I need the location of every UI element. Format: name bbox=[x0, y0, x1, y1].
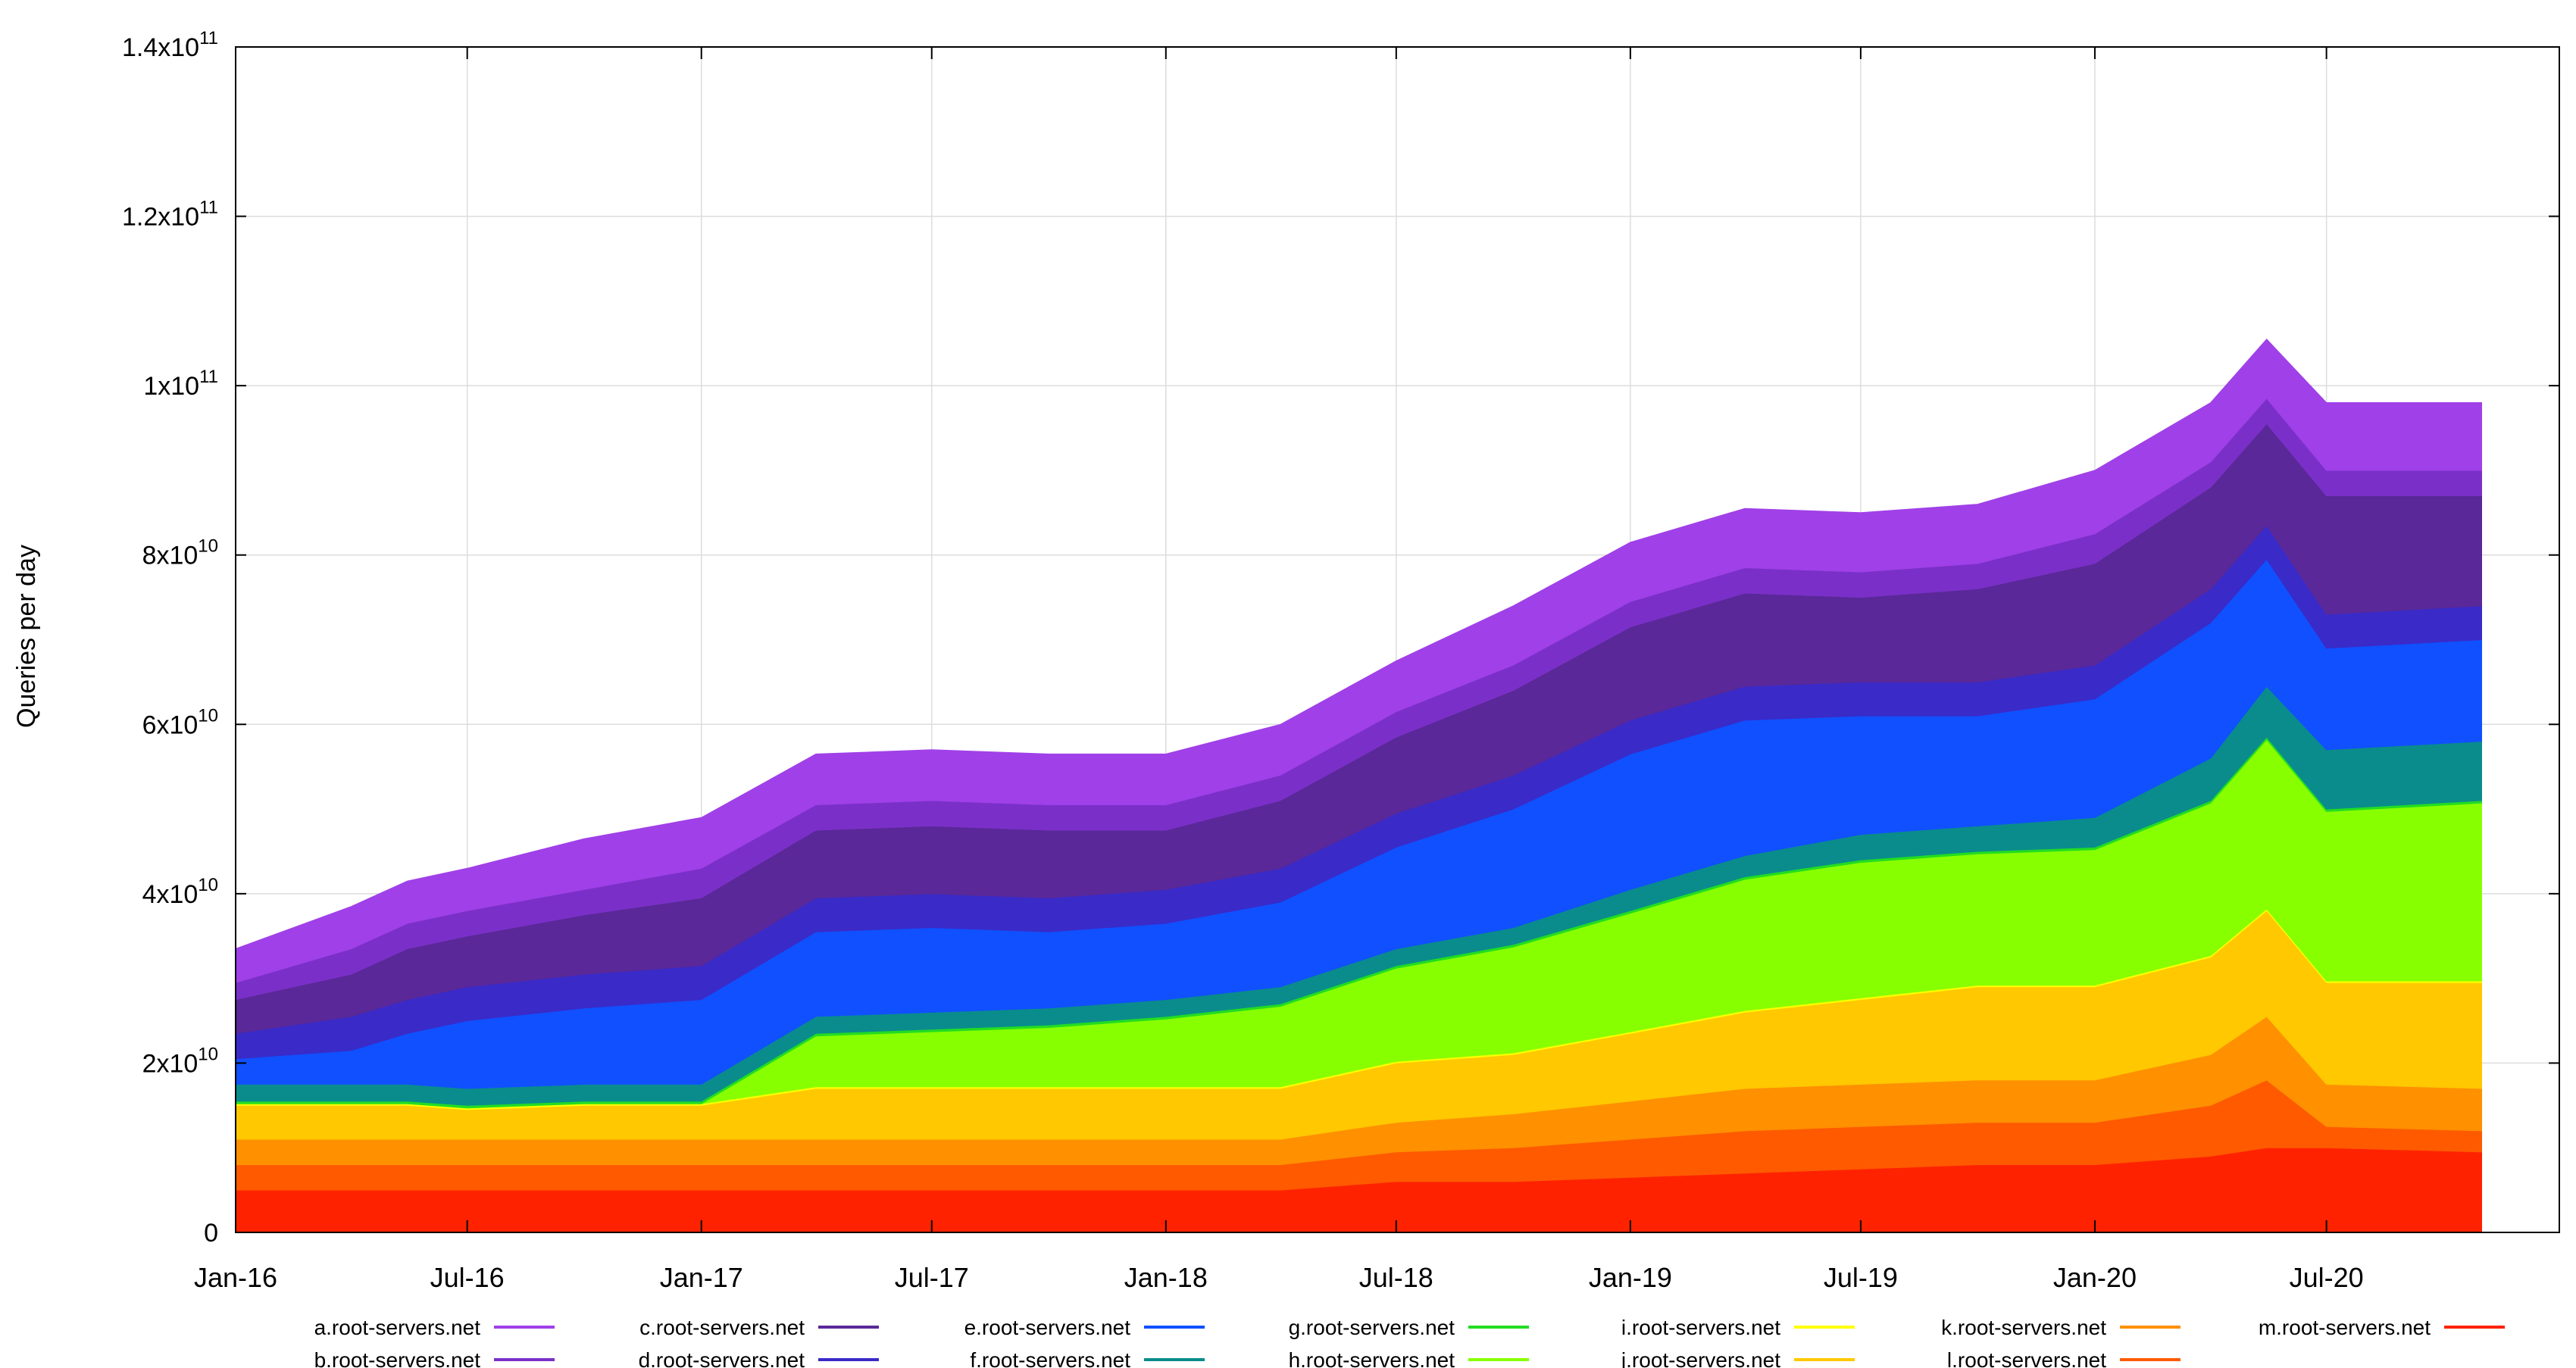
legend-label: b.root-servers.net bbox=[314, 1348, 481, 1368]
y-tick-label: 0 bbox=[204, 1219, 218, 1248]
y-tick-label: 8x1010 bbox=[142, 536, 218, 570]
y-tick-label: 4x1010 bbox=[142, 875, 218, 909]
legend-label: f.root-servers.net bbox=[970, 1348, 1130, 1368]
legend-label: c.root-servers.net bbox=[639, 1316, 805, 1339]
x-tick-label: Jul-17 bbox=[895, 1262, 969, 1293]
legend-label: g.root-servers.net bbox=[1289, 1316, 1455, 1339]
y-tick-label: 2x1010 bbox=[142, 1044, 218, 1078]
x-tick-label: Jan-19 bbox=[1589, 1262, 1672, 1293]
y-tick-label: 1.2x1011 bbox=[122, 198, 218, 232]
y-tick-label: 1.4x1011 bbox=[122, 28, 218, 62]
legend-label: l.root-servers.net bbox=[1947, 1348, 2106, 1368]
y-tick-label: 6x1010 bbox=[142, 705, 218, 739]
series-areas bbox=[235, 338, 2482, 1233]
y-axis-label: Queries per day bbox=[12, 545, 41, 728]
x-tick-label: Jul-20 bbox=[2290, 1262, 2364, 1293]
legend-label: e.root-servers.net bbox=[964, 1316, 1131, 1339]
legend-label: a.root-servers.net bbox=[314, 1316, 481, 1339]
axis-ticks bbox=[235, 46, 2559, 1233]
legend: a.root-servers.net b.root-servers.net c.ro… bbox=[314, 1316, 2505, 1368]
legend-label: m.root-servers.net bbox=[2259, 1316, 2431, 1339]
x-tick-label: Jan-20 bbox=[2053, 1262, 2137, 1293]
y-tick-label: 1x1011 bbox=[143, 367, 218, 401]
area-a-root bbox=[235, 338, 2482, 983]
y-axis-tick-labels: 0 2x1010 4x1010 6x1010 8x1010 1x1011 1.2x1011 1… bbox=[122, 28, 218, 1248]
legend-label: d.root-servers.net bbox=[639, 1348, 805, 1368]
x-tick-label: Jan-18 bbox=[1124, 1262, 1208, 1293]
x-tick-label: Jan-17 bbox=[660, 1262, 743, 1293]
x-tick-label: Jul-18 bbox=[1359, 1262, 1433, 1293]
x-tick-label: Jul-19 bbox=[1824, 1262, 1898, 1293]
x-tick-label: Jan-16 bbox=[194, 1262, 277, 1293]
legend-label: j.root-servers.net bbox=[1621, 1348, 1780, 1368]
legend-label: i.root-servers.net bbox=[1621, 1316, 1780, 1339]
plot-frame bbox=[235, 46, 2560, 1233]
x-axis-tick-labels: Jan-16 Jul-16 Jan-17 Jul-17 Jan-18 Jul-18 Jan-… bbox=[194, 1262, 2364, 1293]
legend-label: h.root-servers.net bbox=[1289, 1348, 1455, 1368]
x-tick-label: Jul-16 bbox=[430, 1262, 505, 1293]
legend-label: k.root-servers.net bbox=[1941, 1316, 2106, 1339]
